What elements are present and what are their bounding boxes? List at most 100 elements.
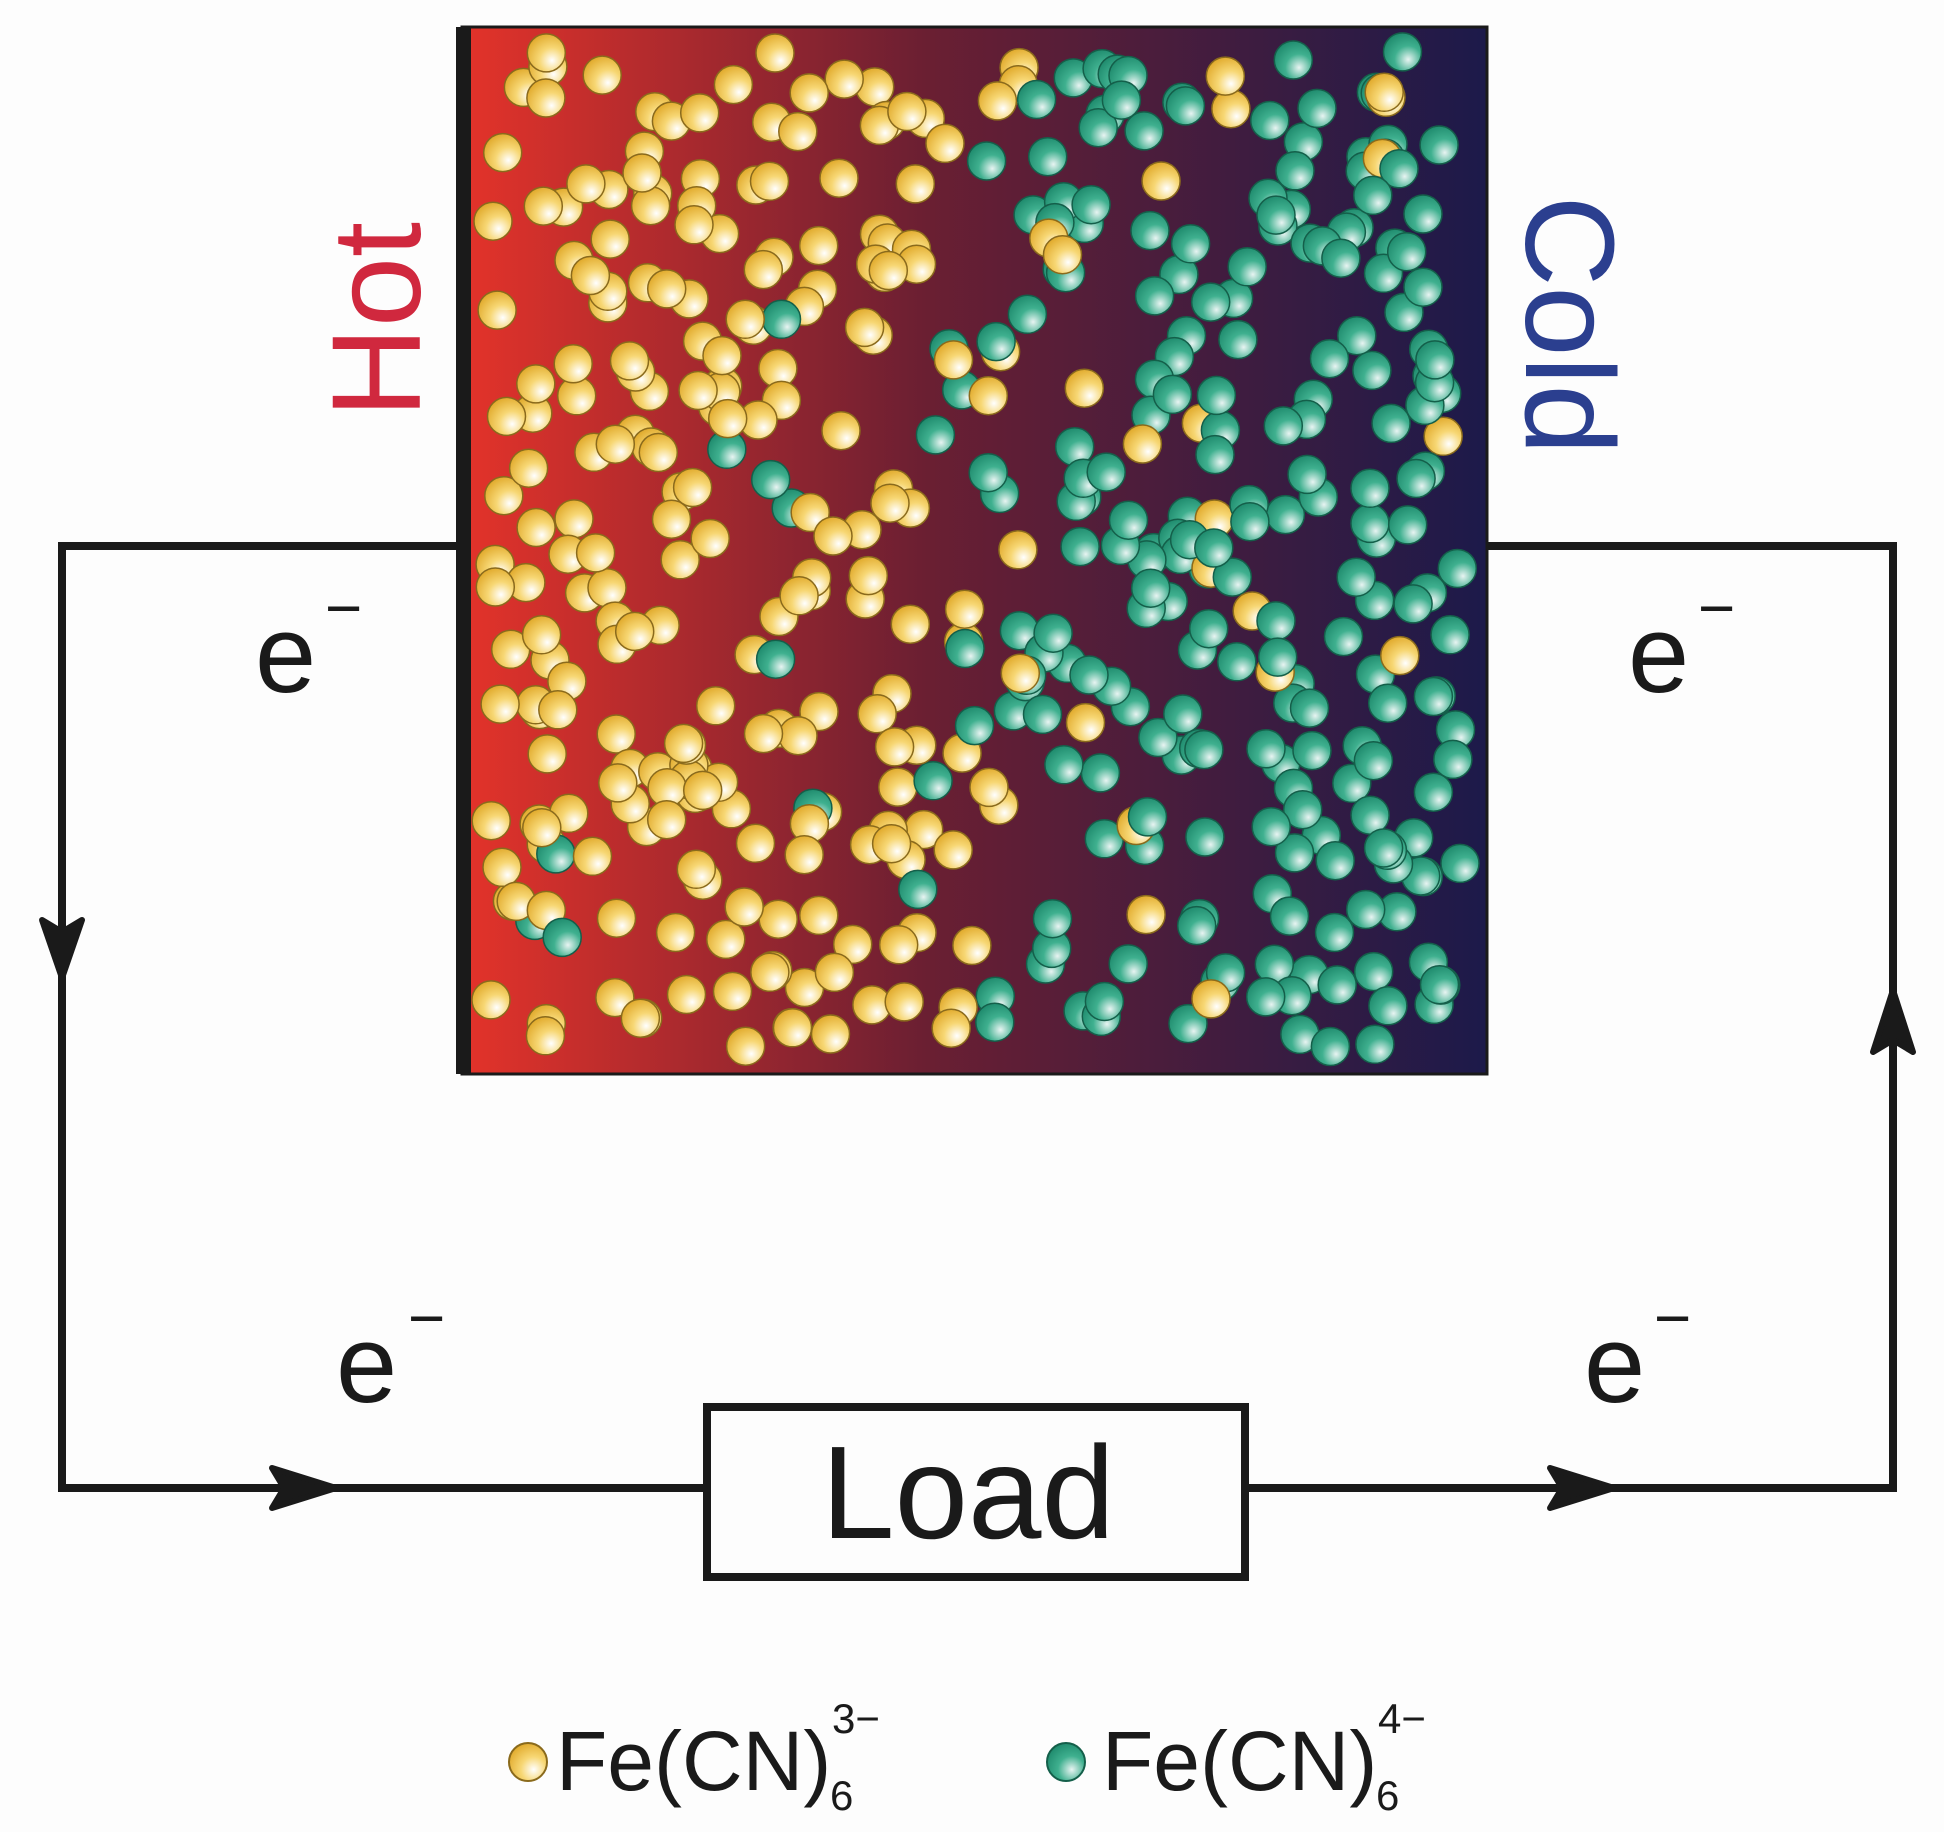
ferricyanide-ion xyxy=(570,255,611,296)
ferrocyanide-ion xyxy=(1273,40,1314,80)
electron-label-right-bottom: e − xyxy=(1584,1282,1691,1426)
ferricyanide-ion xyxy=(725,299,765,340)
electron-label-left-top: e − xyxy=(255,572,362,716)
ferrocyanide-ion xyxy=(1033,613,1073,653)
ferricyanide-ion xyxy=(724,887,764,927)
legend: Fe(CN) 3− 6 Fe(CN) 4− 6 xyxy=(508,1695,1426,1819)
ferricyanide-ion xyxy=(750,952,790,993)
ferrocyanide-ion xyxy=(1355,1024,1395,1065)
ferrocyanide-ion xyxy=(1170,224,1211,264)
electron-charge: − xyxy=(408,1282,445,1354)
ferrocyanide-ion xyxy=(750,459,791,500)
ferrocyanide-ion xyxy=(1387,505,1428,545)
ferricyanide-ion xyxy=(832,924,873,965)
ferrocyanide-ion xyxy=(976,321,1016,362)
ferricyanide-ion xyxy=(587,568,627,608)
ferricyanide-ion xyxy=(868,250,909,291)
ferrocyanide-ion xyxy=(1032,898,1073,939)
legend-formula: Fe(CN) xyxy=(556,1714,831,1808)
ferricyanide-ion xyxy=(554,499,594,539)
ferrocyanide-ion xyxy=(1195,434,1235,475)
ferricyanide-ion xyxy=(525,1016,566,1056)
ferricyanide-ion xyxy=(674,205,714,245)
electron-label-left-bottom: e − xyxy=(336,1282,445,1426)
ferrocyanide-ion xyxy=(1350,468,1390,509)
ferricyanide-ion xyxy=(482,847,522,888)
ferrocyanide-ion xyxy=(1309,338,1350,379)
ferricyanide-ion xyxy=(735,823,776,864)
ferrocyanide-ion xyxy=(1245,977,1286,1017)
ferricyanide-ion xyxy=(620,998,661,1038)
ferricyanide-ion xyxy=(755,33,795,73)
ferrocyanide-ion xyxy=(966,141,1007,181)
ferrocyanide-ion xyxy=(1393,584,1433,624)
ferricyanide-ion xyxy=(1064,368,1105,408)
ferrocyanide-ion xyxy=(1386,231,1427,272)
ferricyanide-ion xyxy=(895,164,936,204)
cold-label: Cold xyxy=(1499,195,1640,454)
ferrocyanide-ion xyxy=(915,415,956,455)
ferricyanide-ion xyxy=(471,980,511,1020)
ferrocyanide-ion xyxy=(1080,753,1121,793)
ferrocyanide-ion xyxy=(1440,843,1480,884)
ferricyanide-ion xyxy=(672,467,713,508)
ferricyanide-ion xyxy=(944,589,985,629)
ferricyanide-ion xyxy=(682,770,723,811)
arrow-up-right xyxy=(1870,987,1916,1055)
load-label: Load xyxy=(821,1419,1115,1566)
ferricyanide-ion xyxy=(749,161,790,202)
ferricyanide-ion xyxy=(784,834,824,875)
ferrocyanide-ion xyxy=(1321,238,1361,278)
ferrocyanide-ion xyxy=(1218,319,1258,360)
ferrocyanide-ion xyxy=(1430,615,1470,655)
electron-charge: − xyxy=(1698,572,1735,644)
ferrocyanide-ion xyxy=(1251,806,1291,847)
ferrocyanide-ion xyxy=(1419,125,1459,165)
ferricyanide-ion xyxy=(706,919,746,960)
ferricyanide-ion xyxy=(977,81,1018,121)
ferrocyanide-ion xyxy=(1256,601,1296,641)
ferricyanide-swatch xyxy=(508,1742,548,1782)
ferricyanide-ion xyxy=(630,185,671,226)
ferrocyanide-ion xyxy=(1184,729,1224,770)
ferrocyanide-ion xyxy=(1292,730,1332,771)
ferricyanide-ion xyxy=(690,518,730,559)
ferrocyanide-ion xyxy=(1275,151,1315,191)
ferricyanide-ion xyxy=(871,823,912,864)
ferrocyanide-ion xyxy=(1371,403,1411,444)
ferricyanide-ion xyxy=(526,78,566,118)
ferricyanide-ion xyxy=(878,925,919,965)
ferricyanide-ion xyxy=(998,530,1038,570)
ferrocyanide-ion xyxy=(1352,350,1392,391)
ferrocyanide-ion xyxy=(1317,965,1357,1005)
ferrocyanide-ion xyxy=(1185,817,1225,857)
ferricyanide-ion xyxy=(590,219,630,259)
ferricyanide-ion xyxy=(598,763,638,803)
ferricyanide-ion xyxy=(931,1008,971,1048)
legend-formula: Fe(CN) xyxy=(1102,1714,1377,1808)
ferricyanide-ion xyxy=(521,615,562,655)
ferrocyanide-ion xyxy=(1350,503,1390,544)
ferricyanide-ion xyxy=(819,158,859,198)
ferricyanide-ion xyxy=(884,982,924,1022)
ferricyanide-ion xyxy=(844,307,885,348)
hot-electrode xyxy=(456,27,471,1074)
ferrocyanide-ion xyxy=(1084,981,1125,1022)
ferricyanide-ion xyxy=(874,727,915,767)
ferricyanide-ion xyxy=(477,290,517,330)
ferrocyanide-ion xyxy=(975,1002,1015,1042)
ferrocyanide-ion xyxy=(1282,789,1323,830)
ferrocyanide-ion xyxy=(1415,340,1455,380)
ferrocyanide-ion xyxy=(1227,247,1267,287)
ferrocyanide-ion xyxy=(1108,944,1148,984)
ferrocyanide-ion xyxy=(1060,526,1100,567)
ferrocyanide-ion xyxy=(1345,889,1386,930)
ferrocyanide-ion xyxy=(1168,1003,1208,1044)
ferricyanide-ion xyxy=(622,153,662,193)
ferrocyanide-ion xyxy=(1367,683,1408,723)
hot-label: Hot xyxy=(306,222,447,418)
ferricyanide-ion xyxy=(799,895,839,936)
ferrocyanide-ion xyxy=(1403,194,1443,234)
ferricyanide-ion xyxy=(526,33,567,73)
ferrocyanide-ion xyxy=(1323,616,1364,657)
